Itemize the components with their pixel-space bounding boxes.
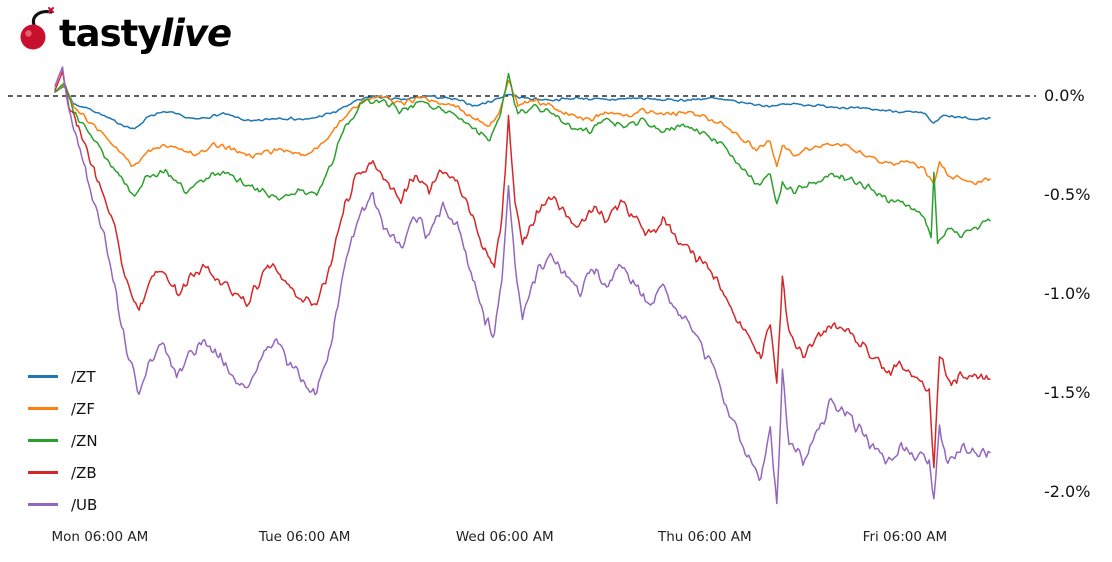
legend-swatch xyxy=(28,503,58,506)
legend-item-zb: /ZB xyxy=(28,462,98,483)
legend-item-ub: /UB xyxy=(28,494,98,515)
x-axis-tick: Tue 06:00 AM xyxy=(258,529,351,545)
legend-label: /UB xyxy=(71,495,98,514)
tastylive-logo: tastylive xyxy=(18,6,232,56)
y-axis-tick: -1.5% xyxy=(1044,383,1091,402)
legend-item-zt: /ZT xyxy=(28,366,98,387)
legend-label: /ZB xyxy=(71,463,97,482)
x-axis-tick: Wed 06:00 AM xyxy=(455,529,554,545)
legend-label: /ZN xyxy=(71,431,98,450)
x-axis-tick: Fri 06:00 AM xyxy=(862,529,948,545)
legend-swatch xyxy=(28,471,58,474)
legend-swatch xyxy=(28,407,58,410)
y-axis-tick: -0.5% xyxy=(1044,185,1091,204)
brand-name: tastylive xyxy=(59,12,232,55)
legend-swatch xyxy=(28,439,58,442)
legend: /ZT /ZF /ZN /ZB /UB xyxy=(28,366,98,515)
y-axis-tick: -2.0% xyxy=(1044,482,1091,501)
legend-swatch xyxy=(28,375,58,378)
y-axis-tick: 0.0% xyxy=(1044,86,1085,105)
legend-item-zf: /ZF xyxy=(28,398,98,419)
x-axis-tick: Mon 06:00 AM xyxy=(51,529,149,545)
legend-item-zn: /ZN xyxy=(28,430,98,451)
legend-label: /ZF xyxy=(71,399,95,418)
x-axis-tick: Thu 06:00 AM xyxy=(657,529,752,545)
legend-label: /ZT xyxy=(71,367,96,386)
y-axis-tick: -1.0% xyxy=(1044,284,1091,303)
cherry-logo-icon xyxy=(18,6,58,56)
